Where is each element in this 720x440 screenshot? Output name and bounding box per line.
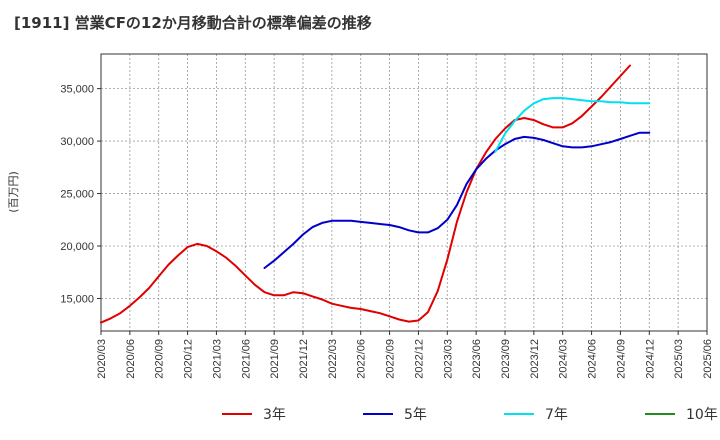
x-tick-label: 2022/09	[385, 339, 397, 379]
x-tick-label: 2022/06	[356, 339, 368, 379]
x-tick-label: 2024/12	[644, 339, 656, 379]
y-tick-label: 25,000	[60, 189, 94, 201]
x-tick-label: 2025/03	[673, 339, 685, 379]
grid-lines	[100, 54, 708, 331]
x-tick-label: 2021/06	[240, 339, 252, 379]
x-axis: 2020/03 2020/06 2020/09 2020/12 2021/03 2021/…	[96, 331, 714, 379]
x-tick-label: 2021/03	[211, 339, 223, 379]
legend-label-3: 7年	[545, 407, 568, 423]
series-line-1	[100, 64, 631, 324]
y-axis-label: (百万円)	[7, 171, 20, 213]
chart-title: [1911] 営業CFの12か月移動合計の標準偏差の推移	[14, 14, 372, 32]
x-tick-label: 2023/06	[471, 339, 483, 379]
x-tick-label: 2024/09	[615, 339, 627, 379]
legend-label-1: 3年	[263, 407, 286, 423]
x-tick-label: 2024/06	[587, 339, 599, 379]
y-tick-label: 20,000	[60, 241, 94, 253]
y-tick-label: 35,000	[60, 84, 94, 96]
x-tick-label: 2022/03	[327, 339, 339, 379]
x-tick-label: 2020/09	[154, 339, 166, 379]
legend: 3年 5年 7年 10年	[222, 407, 718, 423]
y-tick-label: 15,000	[60, 293, 94, 305]
legend-label-2: 5年	[404, 407, 427, 423]
x-tick-label: 2025/06	[702, 339, 714, 379]
series-line-3	[494, 97, 651, 153]
y-tick-label: 30,000	[60, 136, 94, 148]
x-tick-label: 2023/03	[442, 339, 454, 379]
x-tick-label: 2021/12	[298, 339, 310, 379]
plot-frame	[100, 53, 708, 332]
x-tick-label: 2023/09	[500, 339, 512, 379]
x-tick-label: 2024/03	[558, 339, 570, 379]
x-tick-label: 2020/03	[96, 339, 108, 379]
series-layer	[100, 64, 651, 324]
x-tick-label: 2020/06	[125, 339, 137, 379]
x-tick-label: 2022/12	[413, 339, 425, 379]
x-tick-label: 2021/09	[269, 339, 281, 379]
x-tick-label: 2020/12	[183, 339, 195, 379]
legend-label-4: 10年	[686, 407, 718, 423]
x-tick-label: 2023/12	[529, 339, 541, 379]
series-line-2	[263, 131, 651, 269]
y-axis: 15,000 20,000 25,000 30,000 35,000	[60, 84, 101, 305]
